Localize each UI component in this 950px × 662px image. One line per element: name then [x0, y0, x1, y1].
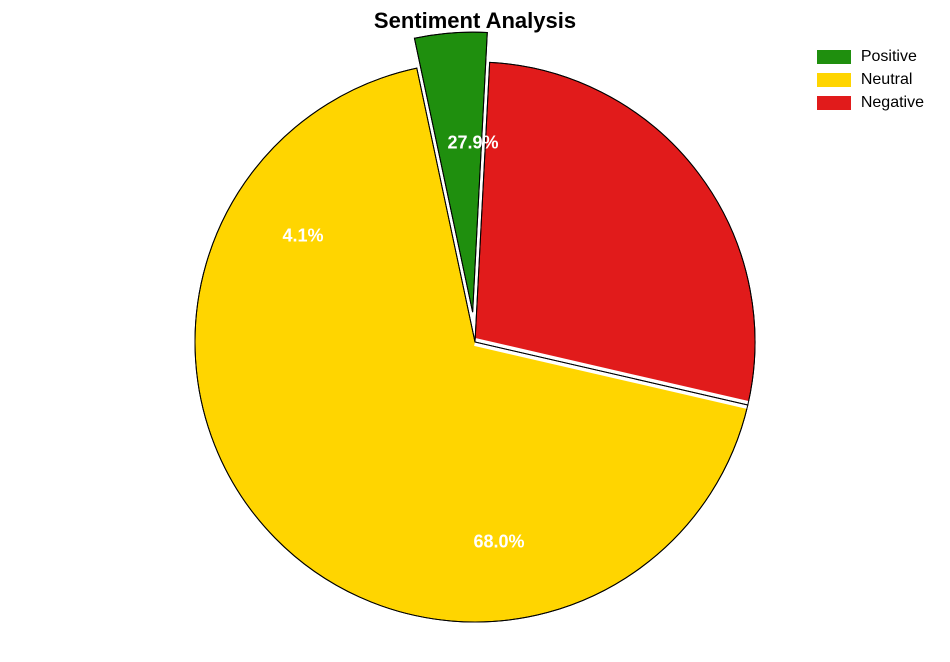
legend-label-negative: Negative: [861, 94, 924, 112]
legend-swatch-neutral: [817, 73, 851, 87]
legend-item-negative: Negative: [817, 94, 924, 112]
legend-item-positive: Positive: [817, 48, 924, 66]
legend-label-positive: Positive: [861, 48, 917, 66]
legend-label-neutral: Neutral: [861, 71, 913, 89]
legend-swatch-positive: [817, 50, 851, 64]
legend-swatch-negative: [817, 96, 851, 110]
slice-label-negative: 27.9%: [447, 133, 498, 154]
pie-chart: [0, 0, 950, 662]
slice-label-neutral: 68.0%: [473, 532, 524, 553]
legend: Positive Neutral Negative: [817, 48, 924, 112]
legend-item-neutral: Neutral: [817, 71, 924, 89]
slice-label-positive: 4.1%: [282, 226, 323, 247]
